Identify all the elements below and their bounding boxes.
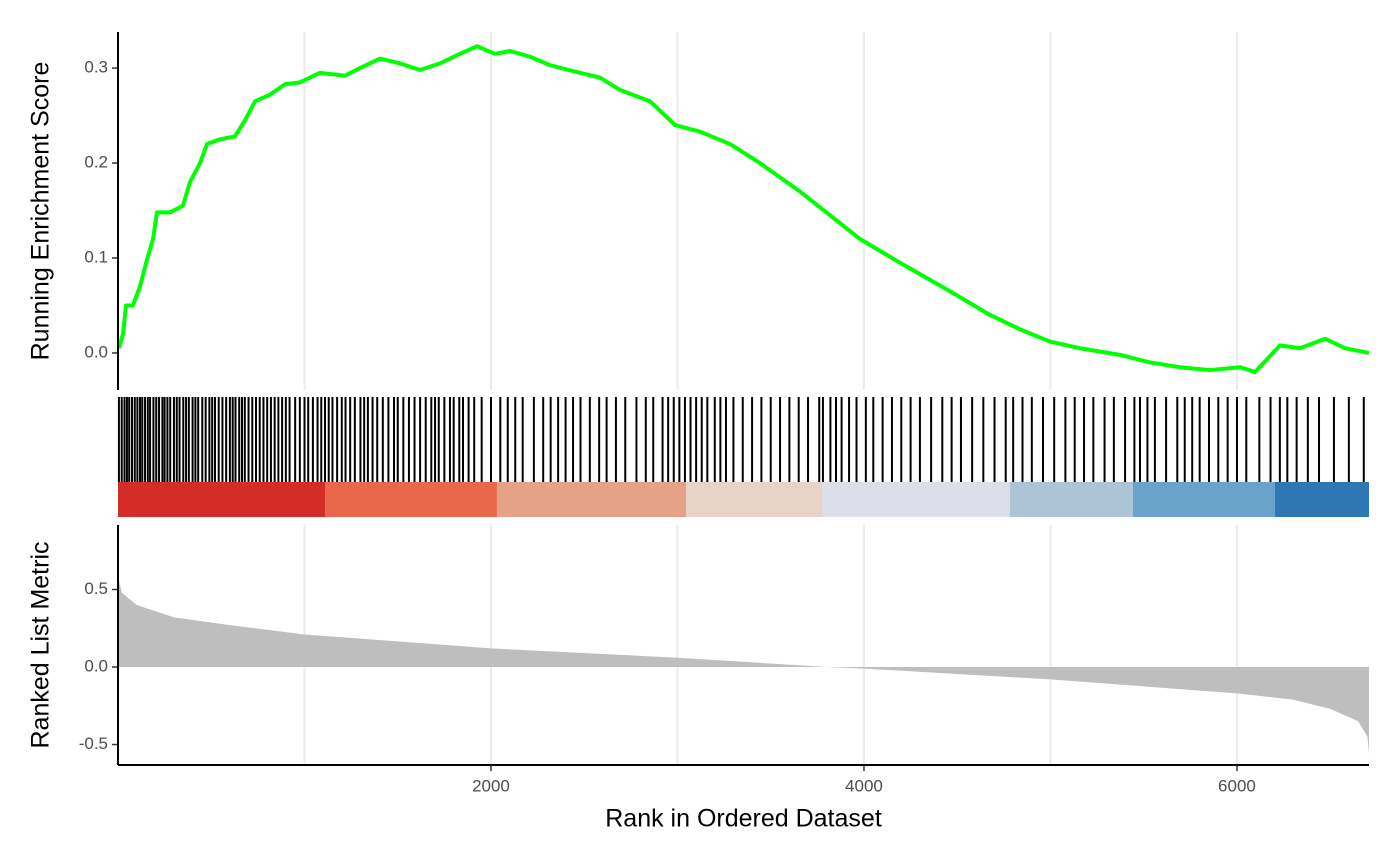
y-tick-label: -0.5	[79, 734, 108, 753]
color-band	[1009, 482, 1133, 517]
y-axis-title: Running Enrichment Score	[27, 62, 55, 361]
x-tick-label: 4000	[845, 776, 883, 795]
enrichment-line	[117, 44, 1370, 374]
x-axis-title: Rank in Ordered Dataset	[605, 805, 882, 833]
y-tick-label: 0.2	[84, 153, 108, 172]
color-band	[325, 482, 497, 517]
y-tick-label: 0.5	[84, 579, 108, 598]
y-tick-label: 0.0	[84, 656, 108, 675]
color-band	[1132, 482, 1276, 517]
y-tick-label: 0.1	[84, 247, 108, 266]
x-tick-label: 2000	[472, 776, 510, 795]
color-band	[496, 482, 687, 517]
metric-area	[118, 577, 1369, 754]
color-band	[118, 482, 326, 517]
color-band	[822, 482, 1010, 517]
x-tick-label: 6000	[1218, 776, 1256, 795]
color-band	[686, 482, 823, 517]
y-axis-title: Ranked List Metric	[27, 541, 55, 748]
y-tick-label: 0.0	[84, 342, 108, 361]
color-band	[1275, 482, 1369, 517]
y-tick-label: 0.3	[84, 58, 108, 77]
